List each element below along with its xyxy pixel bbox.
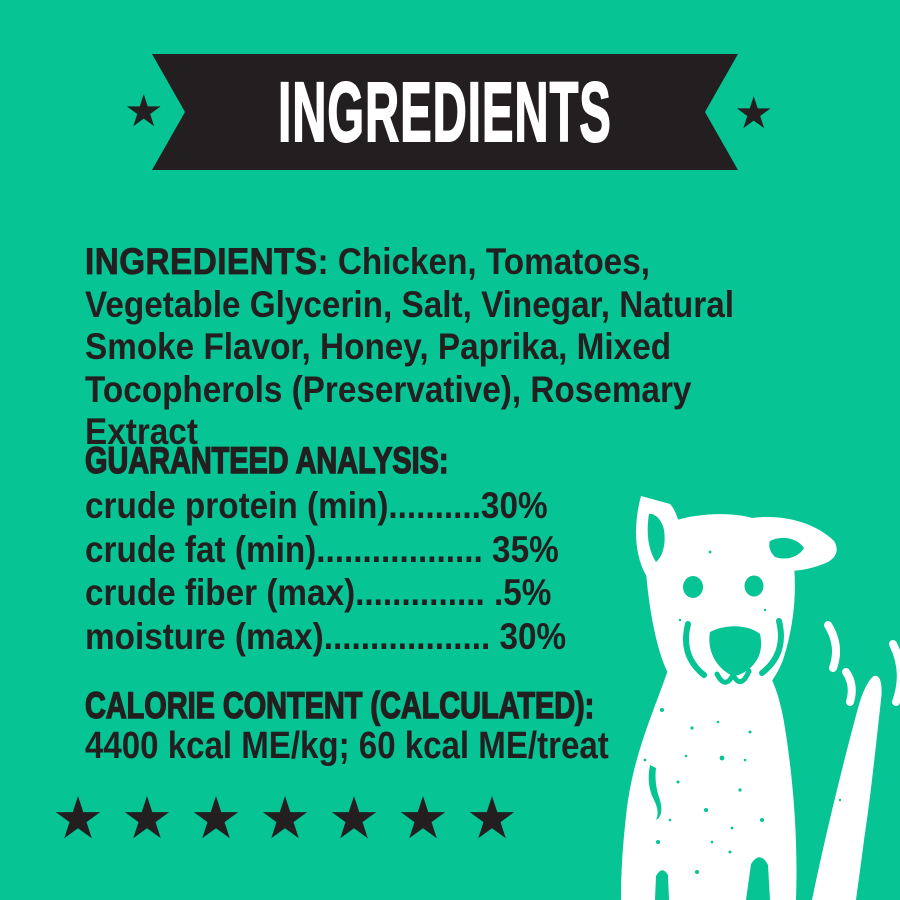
dog-face-details <box>643 513 842 900</box>
star-row: ★★★★★★★ <box>52 786 535 851</box>
dog-body-white <box>621 496 882 900</box>
guaranteed-analysis-heading: GUARANTEED ANALYSIS: <box>84 440 449 481</box>
ingredients-banner: INGREDIENTS <box>152 54 738 170</box>
analysis-row-crude-fiber: crude fiber (max).............. .5% <box>85 572 552 613</box>
calorie-content-heading: CALORIE CONTENT (CALCULATED): <box>84 685 595 726</box>
analysis-row-moisture: moisture (max).................. 30% <box>85 615 567 657</box>
ingredients-paragraph: INGREDIENTS: Chicken, Tomatoes, Vegetabl… <box>85 241 753 454</box>
dog-illustration <box>621 496 900 900</box>
dog-mouth <box>683 618 784 685</box>
analysis-row-crude-fat: crude fat (min).................. 35% <box>85 528 559 570</box>
banner-title: INGREDIENTS <box>278 65 612 159</box>
star-icon: ★ <box>734 89 774 138</box>
ingredients-list: : Chicken, Tomatoes, Vegetable Glycerin,… <box>85 241 735 452</box>
calorie-content-value: 4400 kcal ME/kg; 60 kcal ME/treat <box>85 725 609 767</box>
wave-motion-lines <box>824 621 900 706</box>
star-icon: ★ <box>124 87 164 136</box>
guaranteed-analysis-table: crude protein (min)..........30% crude f… <box>85 484 566 658</box>
ingredients-label: INGREDIENTS <box>85 241 318 283</box>
analysis-row-crude-protein: crude protein (min)..........30% <box>85 485 548 526</box>
